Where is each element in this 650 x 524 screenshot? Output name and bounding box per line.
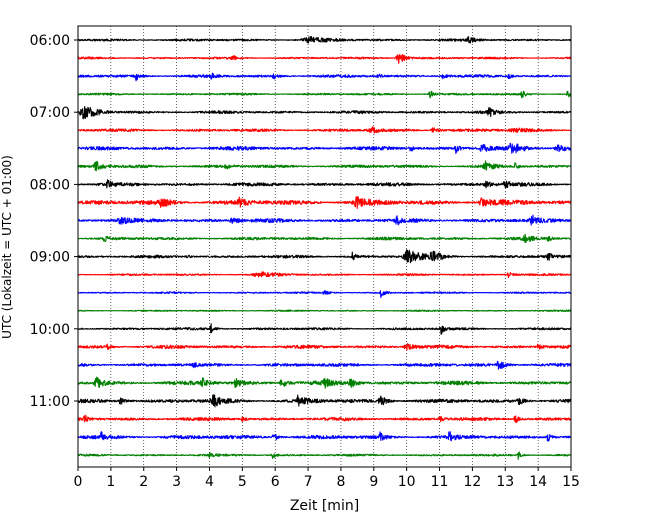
trace-1015-red [77, 342, 572, 351]
trace-0700-black [77, 105, 572, 120]
trace-layer [77, 35, 572, 460]
trace-0915-red [77, 271, 572, 279]
trace-0800-black [77, 179, 572, 189]
y-tick-label: 10:00 [30, 322, 70, 338]
x-tick-label: 3 [172, 474, 181, 490]
trace-0845-green [77, 233, 572, 244]
y-axis-label: UTC (Lokalzeit = UTC + 01:00) [0, 155, 14, 339]
trace-0600-black [77, 35, 572, 44]
x-tick-label: 6 [271, 474, 280, 490]
trace-0630-blue [77, 72, 572, 82]
x-tick-label: 11 [431, 474, 449, 490]
trace-0615-red [77, 53, 572, 64]
trace-1000-black [77, 323, 572, 335]
x-tick-label: 14 [529, 474, 547, 490]
tick-layer: 0 1 2 3 4 5 6 7 8 9 10 11 12 13 14 1506:0007:0008:0009:… [30, 33, 580, 490]
x-tick-label: 13 [496, 474, 514, 490]
trace-1100-black [77, 394, 572, 408]
x-tick-label: 7 [304, 474, 313, 490]
trace-0930-blue [77, 290, 572, 299]
y-tick-label: 07:00 [30, 105, 70, 121]
x-tick-label: 15 [562, 474, 580, 490]
y-tick-label: 09:00 [30, 250, 70, 266]
trace-0645-green [77, 90, 572, 99]
y-tick-label: 08:00 [30, 177, 70, 193]
x-tick-label: 4 [205, 474, 214, 490]
x-axis-label: Zeit [min] [290, 498, 359, 514]
x-tick-label: 0 [74, 474, 83, 490]
x-tick-label: 5 [238, 474, 247, 490]
y-tick-label: 11:00 [30, 394, 70, 410]
trace-0815-red [77, 196, 572, 209]
trace-0900-black [77, 249, 572, 264]
trace-0745-green [77, 160, 572, 172]
plot-frame [77, 25, 572, 468]
trace-0830-blue [77, 214, 572, 226]
y-tick-label: 06:00 [30, 33, 70, 49]
x-tick-label: 1 [106, 474, 115, 490]
trace-1030-blue [77, 360, 572, 370]
trace-1115-red [77, 414, 572, 423]
trace-0945-green [77, 309, 572, 313]
trace-1045-green [77, 376, 572, 389]
x-tick-label: 10 [398, 474, 416, 490]
trace-1130-blue [77, 431, 572, 442]
x-tick-label: 2 [139, 474, 148, 490]
trace-1145-green [77, 451, 572, 460]
x-tick-label: 8 [336, 474, 345, 490]
trace-0715-red [77, 126, 572, 134]
x-tick-label: 12 [463, 474, 481, 490]
x-tick-label: 9 [369, 474, 378, 490]
trace-0730-blue [77, 142, 572, 154]
